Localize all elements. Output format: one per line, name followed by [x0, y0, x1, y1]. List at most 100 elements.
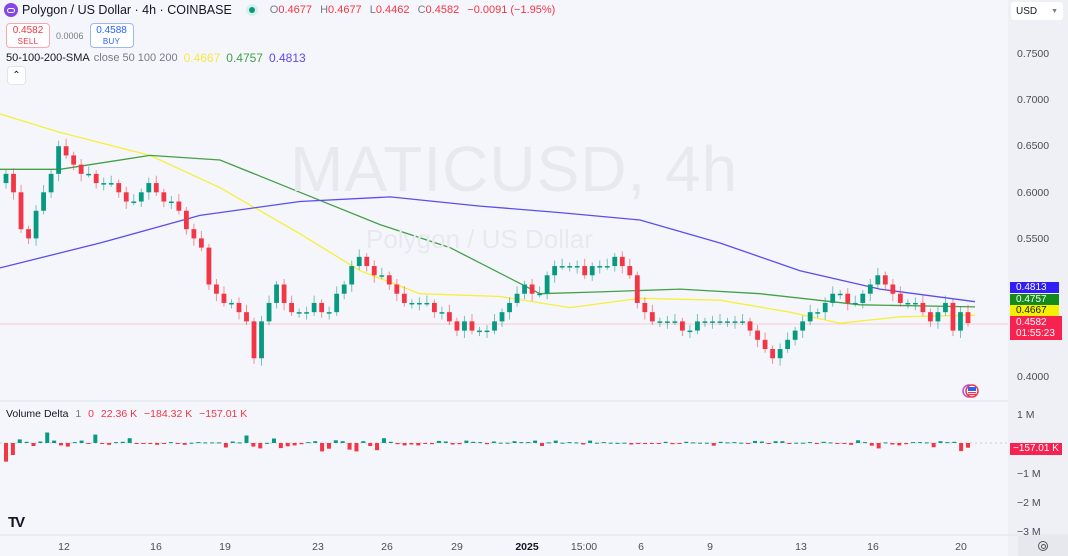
candle — [589, 266, 595, 276]
volume-delta-bar — [546, 442, 551, 444]
volume-delta-bar — [326, 443, 331, 449]
volume-delta-bar — [17, 439, 22, 443]
tradingview-logo[interactable]: TV — [8, 514, 25, 531]
candle — [634, 275, 640, 303]
volume-delta-bar — [725, 442, 730, 444]
volume-delta-bar — [801, 442, 806, 444]
volume-delta-bar — [560, 442, 565, 444]
volume-delta-bar — [162, 443, 167, 444]
candle — [274, 284, 279, 303]
volume-delta-bar — [787, 443, 792, 444]
volume-delta-bar — [375, 443, 380, 451]
volume-delta-bar — [677, 443, 682, 444]
candle — [770, 349, 775, 359]
polygon-logo-icon — [4, 3, 18, 17]
volume-axis-label: −2 M — [1017, 497, 1041, 509]
volume-delta-bar — [869, 443, 874, 446]
volume-delta-legend[interactable]: Volume Delta 1 0 22.36 K −184.32 K −157.… — [6, 408, 248, 420]
volume-delta-bar — [622, 442, 627, 444]
candle — [259, 321, 264, 359]
candle — [777, 349, 783, 359]
us-flag-events-icon[interactable] — [962, 384, 980, 398]
volume-delta-bar — [952, 441, 957, 443]
buy-button[interactable]: 0.4588 BUY — [89, 23, 134, 48]
candle — [800, 321, 806, 331]
candle — [725, 321, 730, 323]
volume-delta-bar — [381, 438, 386, 443]
volume-delta-bar — [890, 443, 895, 445]
candle — [101, 183, 107, 185]
volume-delta-bar — [93, 434, 98, 443]
candle — [912, 302, 918, 305]
volume-delta-bar — [416, 443, 421, 446]
volume-delta-bar — [478, 442, 483, 444]
volume-delta-bar — [347, 443, 352, 450]
currency-select[interactable]: USD ▼ — [1011, 2, 1063, 20]
volume-delta-bar — [464, 440, 469, 443]
sma200-value: 0.4813 — [268, 51, 306, 65]
volume-delta-bar — [656, 443, 661, 444]
volume-delta-bar — [485, 443, 489, 445]
candle — [965, 312, 971, 324]
candle — [93, 173, 99, 184]
candle — [785, 339, 791, 350]
candle — [131, 201, 137, 204]
volume-delta-bar — [141, 443, 146, 444]
volume-delta-bar — [856, 440, 861, 443]
candle — [740, 321, 745, 323]
symbol-title[interactable]: Polygon / US Dollar · 4h · COINBASE — [22, 3, 232, 17]
volume-delta-bar — [766, 443, 771, 444]
candle — [710, 321, 715, 323]
candle — [529, 284, 535, 294]
candle — [943, 302, 948, 313]
volume-delta-bar — [732, 442, 737, 444]
candle — [484, 330, 490, 333]
candle — [537, 293, 543, 296]
volume-delta-bar — [38, 441, 43, 443]
sell-button[interactable]: 0.4582 SELL — [6, 23, 50, 48]
candle — [852, 302, 858, 305]
candle — [394, 284, 400, 294]
candle — [950, 302, 956, 331]
volume-delta-bar — [643, 443, 648, 444]
candle — [11, 173, 16, 193]
time-axis-label: 2025 — [515, 541, 539, 553]
candle — [875, 275, 881, 285]
time-axis-label: 12 — [58, 541, 70, 553]
volume-delta-bar — [698, 442, 703, 444]
sma100-price-tag: 0.4757 — [1010, 294, 1059, 305]
volume-delta-bar — [917, 442, 922, 444]
candle — [289, 302, 294, 313]
candle — [627, 266, 633, 276]
candle — [882, 275, 888, 285]
sma200-price-tag: 0.4813 — [1010, 282, 1059, 293]
candle — [897, 293, 903, 303]
volume-delta-bar — [526, 442, 531, 444]
sma-indicator-legend[interactable]: 50-100-200-SMA close 50 100 200 0.4667 0… — [6, 51, 306, 65]
spread-value: 0.0006 — [56, 30, 84, 41]
candle — [214, 284, 219, 294]
volume-delta-bar — [292, 443, 297, 446]
volume-delta-bar — [615, 442, 620, 444]
candle — [732, 321, 738, 323]
collapse-legend-button[interactable]: ⌃ — [7, 66, 26, 85]
volume-delta-bar — [402, 443, 407, 446]
time-axis-label: 19 — [219, 541, 231, 553]
candle — [379, 275, 385, 277]
candle — [319, 302, 325, 313]
candle — [890, 284, 896, 294]
volume-delta-bar — [794, 442, 799, 444]
candle — [597, 266, 603, 268]
volume-delta-bar — [862, 442, 867, 444]
volume-delta-bar — [127, 438, 132, 443]
volume-delta-bar — [594, 442, 599, 444]
volume-delta-bar — [79, 440, 84, 443]
chart-settings-button[interactable] — [1018, 536, 1068, 556]
volume-delta-bar — [959, 443, 964, 452]
candle — [401, 293, 407, 303]
candle — [116, 183, 122, 193]
candle — [221, 293, 227, 303]
volume-delta-bar — [24, 441, 29, 443]
candle — [762, 339, 768, 350]
